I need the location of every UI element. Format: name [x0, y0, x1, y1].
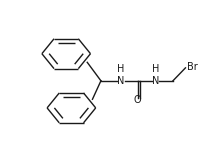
Text: H: H	[117, 64, 125, 74]
Text: N: N	[117, 76, 125, 86]
Text: H: H	[152, 64, 159, 74]
Text: Br: Br	[187, 62, 198, 72]
Text: N: N	[152, 76, 159, 86]
Text: O: O	[134, 95, 141, 105]
